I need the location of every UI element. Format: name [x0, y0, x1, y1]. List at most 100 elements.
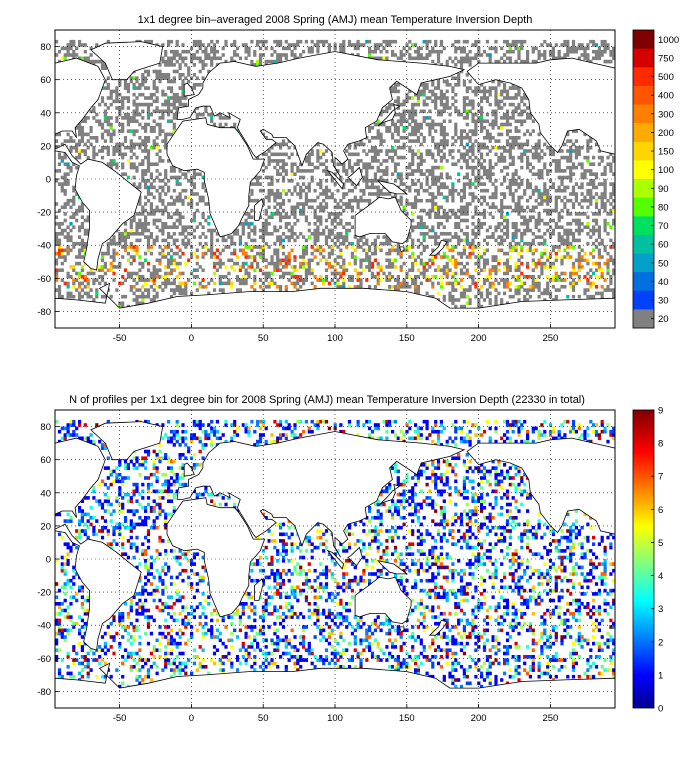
map1-cell-1848 — [299, 192, 303, 196]
map1-cell-3178 — [457, 46, 461, 51]
map1-cell-1789 — [290, 172, 294, 176]
map1-cell-2631 — [408, 139, 412, 143]
map1-cell-1244 — [198, 56, 202, 61]
map1-cell-4686 — [612, 198, 616, 203]
map1-cell-4462 — [583, 49, 587, 54]
map1-cell-2701 — [414, 126, 418, 130]
map1-cell-1174 — [190, 202, 194, 206]
map1-cell-1866 — [302, 212, 306, 216]
map1-cell-1609 — [267, 149, 271, 153]
map1-cell-1021 — [172, 202, 176, 206]
map1-cell-1758 — [287, 261, 291, 266]
map1-cell-1801 — [293, 265, 297, 269]
map1-cell-69 — [63, 235, 67, 239]
map1-cell-1929 — [310, 149, 314, 153]
map1-cell-433 — [115, 96, 119, 100]
map1-cell-2639 — [408, 56, 412, 61]
map1-cell-3790 — [511, 248, 515, 253]
map1-cell-3123 — [454, 281, 458, 286]
map1-cell-1437 — [241, 232, 245, 236]
map1-cell-693 — [144, 202, 148, 206]
map1-cell-1126 — [181, 59, 185, 64]
map1-cell-1228 — [195, 49, 199, 54]
map1-cell-1868 — [302, 205, 306, 210]
map1-cell-4093 — [540, 268, 544, 272]
map2-cell-8 — [55, 612, 59, 616]
map1-cell-3593 — [494, 271, 498, 276]
map1-cell-4215 — [554, 225, 558, 229]
map1-cell-2712 — [416, 288, 420, 292]
map1-cell-3094 — [451, 261, 455, 266]
map1-cell-1852 — [299, 169, 303, 173]
map1-cell-2080 — [333, 212, 337, 216]
map1-cell-4644 — [606, 212, 610, 216]
map2-cell-29 — [57, 512, 62, 517]
map2-cell-154 — [80, 655, 84, 659]
map1-cell-3993 — [528, 275, 532, 279]
map1-cell-2173 — [347, 202, 352, 206]
map1-cell-407 — [112, 241, 116, 246]
map1-cell-1170 — [190, 232, 194, 236]
map1-cell-599 — [135, 212, 139, 216]
map1-cell-1778 — [290, 265, 294, 269]
colorbar1-swatch-13 — [633, 272, 654, 292]
map1-cell-2927 — [434, 49, 438, 54]
map1-cell-279 — [89, 129, 93, 133]
map1-cell-2382 — [376, 56, 380, 61]
map1-cell-2453 — [388, 258, 392, 263]
map1-cell-4069 — [537, 228, 541, 233]
map1-cell-13 — [55, 215, 59, 219]
map1-cell-3500 — [482, 49, 487, 54]
map1-cell-4159 — [548, 294, 553, 299]
map1-cell-2149 — [342, 43, 346, 47]
map1-cell-4663 — [609, 195, 613, 200]
map1-cell-2264 — [362, 188, 366, 193]
map1-cell-1880 — [304, 251, 308, 256]
map1-cell-3116 — [451, 86, 455, 90]
map1-cell-1120 — [181, 92, 185, 97]
map1-cell-4349 — [569, 46, 573, 51]
map1-cell-1353 — [218, 56, 222, 61]
map1-cell-3058 — [445, 99, 449, 104]
map1-cell-4696 — [612, 49, 616, 54]
map2-cell-85 — [66, 426, 70, 431]
map1-cell-2799 — [422, 99, 426, 104]
map1-cell-3799 — [511, 195, 515, 200]
map1-cell-3594 — [494, 268, 498, 272]
map1-cell-1067 — [175, 92, 179, 97]
map1-cell-2626 — [408, 172, 412, 176]
map2-cell-73 — [66, 605, 70, 609]
map1-cell-3527 — [485, 53, 489, 57]
map1-cell-2188 — [350, 251, 354, 256]
map1-cell-1320 — [212, 261, 217, 266]
map1-cell-2520 — [396, 275, 400, 279]
map1-cell-389 — [109, 159, 113, 163]
map1-cell-1667 — [276, 192, 280, 196]
map1-cell-4232 — [557, 248, 561, 253]
map1-cell-1946 — [313, 198, 317, 203]
map1-cell-590 — [135, 271, 139, 276]
map1-cell-3726 — [505, 251, 510, 256]
map1-cell-2452 — [388, 261, 392, 266]
map1-cell-3279 — [465, 149, 469, 153]
map1-cell-4106 — [540, 172, 544, 176]
map1-cell-1146 — [184, 76, 188, 80]
map1-cell-4511 — [589, 145, 593, 150]
map1-cell-90 — [66, 285, 70, 289]
map1-cell-3554 — [488, 102, 492, 107]
map1-cell-3510 — [485, 235, 489, 239]
map1-cell-3511 — [485, 228, 489, 233]
map1-cell-3351 — [471, 129, 475, 133]
map1-cell-2477 — [391, 159, 395, 163]
map1-cell-2500 — [393, 169, 398, 173]
map1-cell-311 — [98, 281, 102, 286]
map1-cell-63 — [60, 56, 64, 61]
map1-cell-1281 — [204, 56, 208, 61]
map1-cell-1781 — [290, 232, 294, 236]
map1-cell-956 — [167, 188, 171, 193]
map1-cell-2040 — [327, 235, 331, 239]
map1-cell-326 — [100, 255, 105, 259]
map1-cell-1260 — [201, 185, 205, 190]
map1-cell-2205 — [353, 261, 357, 266]
map1-cell-316 — [98, 122, 102, 127]
